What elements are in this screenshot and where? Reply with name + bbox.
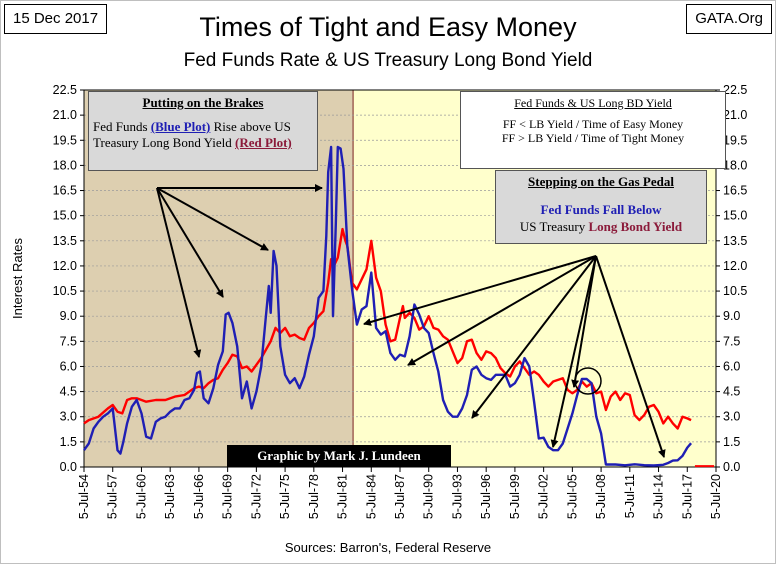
y-tick-label-right: 4.5 [723, 385, 740, 399]
y-tick-label-right: 13.5 [723, 234, 747, 248]
x-tick-label: 5-Jul-20 [709, 474, 723, 519]
x-tick-label: 5-Jul-63 [163, 474, 177, 519]
y-tick-label-right: 21.0 [723, 108, 747, 122]
y-tick-label-right: 18.0 [723, 158, 747, 172]
gas-arrow [407, 255, 597, 366]
x-tick-label: 5-Jul-05 [565, 474, 579, 519]
x-tick-label: 5-Jul-93 [450, 474, 464, 519]
y-axis-label: Interest Rates [10, 238, 25, 319]
brakes-red-label: (Red Plot) [235, 135, 292, 150]
y-tick-label-left: 22.5 [53, 83, 77, 97]
gas-annotation-box: Stepping on the Gas Pedal Fed Funds Fall… [495, 170, 707, 244]
gas-arrow [363, 255, 597, 326]
gas-arrow [471, 255, 597, 419]
x-tick-label: 5-Jul-54 [77, 474, 91, 519]
x-tick-label: 5-Jul-75 [278, 474, 292, 519]
y-tick-label-left: 18.0 [53, 158, 77, 172]
plot-area-border [83, 89, 717, 468]
y-tick-label-right: 22.5 [723, 83, 747, 97]
gas-arrow [550, 255, 597, 448]
brakes-text-1: Fed Funds [93, 119, 148, 134]
y-tick-label-right: 6.0 [723, 359, 740, 373]
brakes-blue-label: (Blue Plot) [150, 119, 211, 134]
y-tick-label-right: 9.0 [723, 309, 740, 323]
brakes-title: Putting on the Brakes [142, 95, 264, 110]
y-tick-label-left: 0.0 [60, 460, 77, 474]
gas-line-2: US Treasury Long Bond Yield [496, 219, 706, 235]
gas-line-1: Fed Funds Fall Below [540, 202, 662, 217]
y-tick-label-left: 6.0 [60, 359, 77, 373]
x-tick-label: 5-Jul-96 [479, 474, 493, 519]
sources-note: Sources: Barron's, Federal Reserve [284, 540, 492, 555]
y-tick-label-right: 1.5 [723, 435, 740, 449]
x-tick-label: 5-Jul-78 [307, 474, 321, 519]
y-tick-label-right: 19.5 [723, 133, 747, 147]
x-tick-label: 5-Jul-14 [652, 474, 666, 519]
x-tick-label: 5-Jul-90 [422, 474, 436, 519]
legend-title: Fed Funds & US Long BD Yield [514, 96, 672, 110]
y-tick-label-left: 16.5 [53, 184, 77, 198]
x-tick-label: 5-Jul-17 [680, 474, 694, 519]
y-tick-label-right: 3.0 [723, 410, 740, 424]
legend-box: Fed Funds & US Long BD Yield FF < LB Yie… [460, 91, 726, 169]
highlight-circle [574, 367, 602, 395]
legend-line-2: FF > LB Yield / Time of Tight Money [501, 131, 685, 145]
chart-title: Times of Tight and Easy Money [199, 12, 577, 42]
x-tick-label: 5-Jul-84 [364, 474, 378, 519]
y-tick-label-right: 16.5 [723, 184, 747, 198]
date-label: 15 Dec 2017 [4, 4, 108, 34]
y-tick-label-left: 15.0 [53, 209, 77, 223]
x-tick-label: 5-Jul-08 [594, 474, 608, 519]
x-tick-label: 5-Jul-02 [537, 474, 551, 519]
brakes-text: Fed Funds (Blue Plot) Rise above US Trea… [93, 119, 313, 151]
x-tick-label: 5-Jul-60 [134, 474, 148, 519]
y-tick-label-left: 21.0 [53, 108, 77, 122]
x-tick-label: 5-Jul-66 [192, 474, 206, 519]
y-tick-label-right: 15.0 [723, 209, 747, 223]
x-tick-label: 5-Jul-87 [393, 474, 407, 519]
x-tick-label: 5-Jul-99 [508, 474, 522, 519]
x-tick-label: 5-Jul-81 [336, 474, 350, 519]
y-tick-label-left: 7.5 [60, 334, 77, 348]
gas-arrow [571, 255, 597, 388]
y-tick-label-left: 9.0 [60, 309, 77, 323]
gas-line-2-b: Long Bond Yield [588, 219, 683, 234]
x-tick-label: 5-Jul-69 [221, 474, 235, 519]
source-label: GATA.Org [686, 4, 772, 34]
y-tick-label-left: 10.5 [53, 284, 77, 298]
y-tick-label-right: 10.5 [723, 284, 747, 298]
y-tick-label-right: 0.0 [723, 460, 740, 474]
y-tick-label-left: 13.5 [53, 234, 77, 248]
y-tick-label-left: 3.0 [60, 410, 77, 424]
x-tick-label: 5-Jul-11 [623, 474, 637, 518]
y-tick-label-left: 19.5 [53, 133, 77, 147]
chart-subtitle: Fed Funds Rate & US Treasury Long Bond Y… [183, 50, 593, 71]
y-tick-label-left: 12.0 [53, 259, 77, 273]
y-tick-label-left: 4.5 [60, 385, 77, 399]
y-tick-label-left: 1.5 [60, 435, 77, 449]
gas-arrow [595, 255, 666, 458]
brakes-arrow [156, 187, 269, 251]
credit-label: Graphic by Mark J. Lundeen [227, 445, 451, 467]
brakes-text-2: Rise above US Treasury Long Bond Yield [93, 119, 291, 150]
y-tick-label-right: 12.0 [723, 259, 747, 273]
series-line-fed-funds [83, 145, 693, 467]
legend-line-1: FF < LB Yield / Time of Easy Money [502, 117, 684, 131]
gas-line-2-a: US Treasury [519, 219, 586, 234]
x-tick-label: 5-Jul-57 [106, 474, 120, 519]
y-tick-label-right: 7.5 [723, 334, 740, 348]
brakes-arrow [156, 187, 224, 298]
brakes-annotation-box: Putting on the Brakes Fed Funds (Blue Pl… [88, 91, 318, 171]
x-tick-label: 5-Jul-72 [249, 474, 263, 519]
gas-title: Stepping on the Gas Pedal [528, 174, 674, 189]
brakes-arrow [156, 187, 202, 358]
